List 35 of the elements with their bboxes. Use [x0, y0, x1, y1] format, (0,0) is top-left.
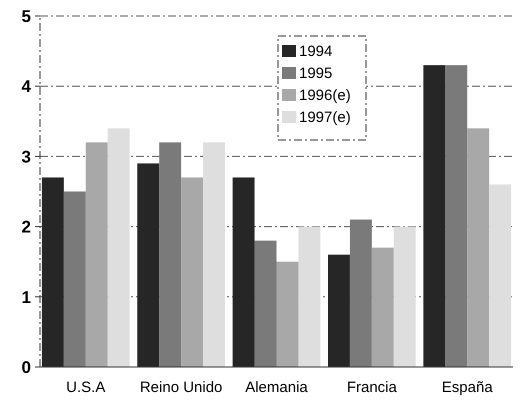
x-tick-label: Francia: [346, 379, 398, 396]
bar: [108, 128, 130, 367]
bar: [254, 240, 276, 367]
bar: [64, 192, 86, 367]
bar: [372, 248, 394, 367]
bar: [394, 226, 416, 367]
bar: [423, 65, 446, 367]
y-tick-label: 1: [22, 288, 31, 307]
x-tick-label: U.S.A: [66, 379, 106, 396]
x-tick-label: España: [442, 379, 494, 396]
bar: [276, 262, 298, 367]
x-tick-label: Reino Unido: [140, 379, 222, 396]
bar: [467, 128, 490, 367]
bar: [350, 220, 372, 367]
legend-label: 1997(e): [299, 109, 351, 126]
bar: [232, 177, 255, 367]
y-tick-label: 2: [22, 218, 31, 237]
bar: [328, 254, 350, 367]
bar: [86, 142, 108, 367]
y-tick-label: 4: [22, 77, 32, 96]
bar: [489, 184, 512, 367]
legend-label: 1994: [299, 43, 332, 60]
legend-label: 1995: [299, 65, 332, 82]
bar: [159, 142, 182, 367]
bar: [298, 226, 320, 367]
bar: [42, 177, 64, 367]
legend-label: 1996(e): [299, 87, 351, 104]
bar: [445, 65, 468, 367]
bar: [137, 163, 160, 367]
bar: [203, 142, 226, 367]
y-tick-label: 3: [22, 147, 31, 166]
bar: [181, 177, 204, 367]
y-tick-label: 5: [22, 6, 31, 26]
x-tick-label: Alemania: [245, 379, 308, 396]
y-tick-label: 0: [22, 358, 31, 377]
